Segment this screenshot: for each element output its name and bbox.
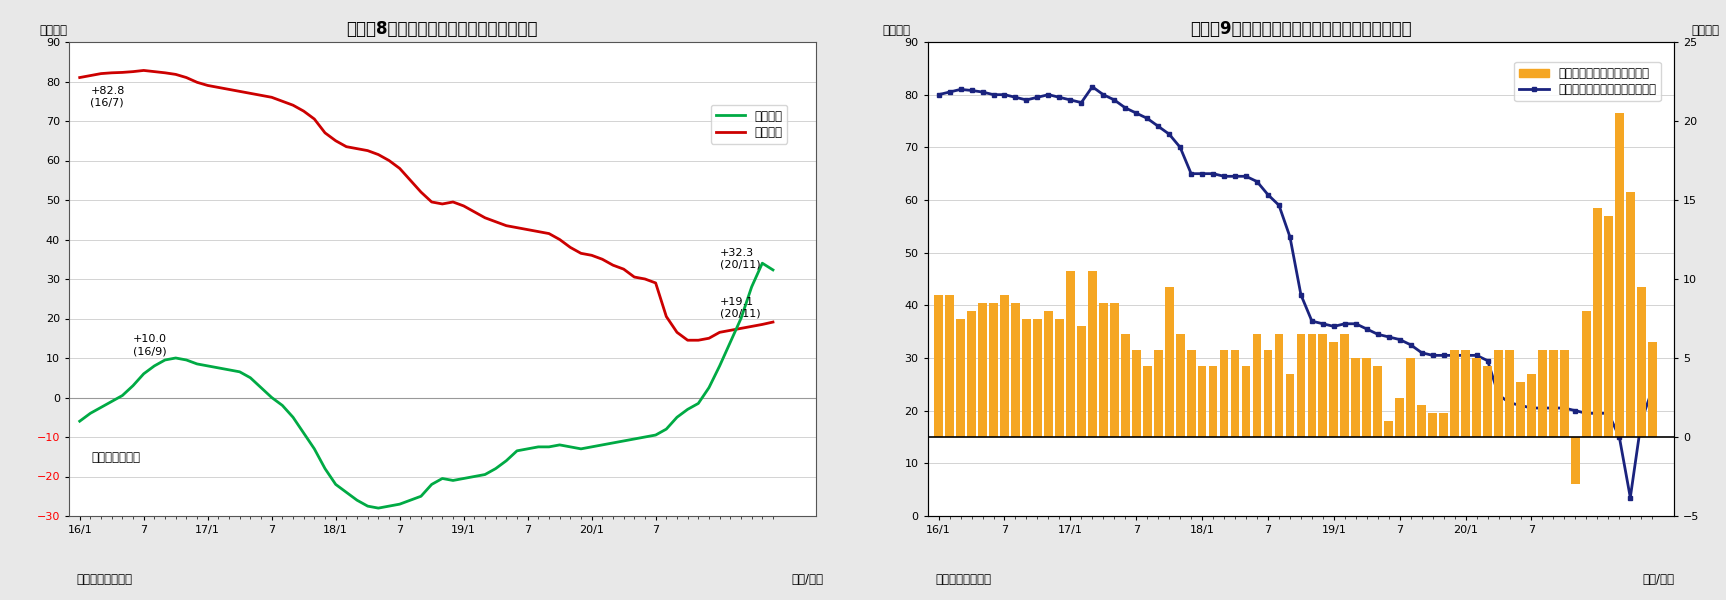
Bar bbox=[1231, 350, 1239, 437]
Bar bbox=[1603, 216, 1612, 437]
Bar bbox=[1067, 271, 1075, 437]
Text: （資料）日本銀行: （資料）日本銀行 bbox=[935, 573, 991, 586]
Bar bbox=[1077, 326, 1086, 437]
Bar bbox=[1253, 334, 1262, 437]
Bar bbox=[1571, 437, 1579, 484]
Title: （図表8）日銀国債保有残高の前年比増減: （図表8）日銀国債保有残高の前年比増減 bbox=[347, 20, 539, 38]
Bar bbox=[979, 303, 987, 437]
Text: +10.0
(16/9): +10.0 (16/9) bbox=[133, 334, 167, 356]
Bar bbox=[1055, 319, 1063, 437]
Text: （年/月）: （年/月） bbox=[791, 573, 823, 586]
Bar bbox=[999, 295, 1010, 437]
Bar bbox=[1198, 366, 1206, 437]
Bar bbox=[1439, 413, 1448, 437]
Bar bbox=[1616, 113, 1624, 437]
Title: （図表9）マネタリーベース残高と前月比の推移: （図表9）マネタリーベース残高と前月比の推移 bbox=[1191, 20, 1412, 38]
Text: （年/月）: （年/月） bbox=[1641, 573, 1674, 586]
Bar bbox=[1472, 358, 1481, 437]
Text: （兆円）: （兆円） bbox=[40, 24, 67, 37]
Bar bbox=[1208, 366, 1217, 437]
Bar bbox=[934, 295, 942, 437]
Text: （資料）日本銀行: （資料）日本銀行 bbox=[76, 573, 133, 586]
Bar bbox=[1011, 303, 1020, 437]
Text: （兆円）: （兆円） bbox=[1691, 24, 1719, 37]
Bar bbox=[1220, 350, 1229, 437]
Bar bbox=[1120, 334, 1129, 437]
Bar bbox=[1241, 366, 1250, 437]
Bar bbox=[1407, 358, 1415, 437]
Bar bbox=[1528, 374, 1536, 437]
Bar bbox=[1384, 421, 1393, 437]
Bar bbox=[967, 311, 975, 437]
Text: +19.1
(20/11): +19.1 (20/11) bbox=[720, 297, 759, 319]
Bar bbox=[1143, 366, 1151, 437]
Bar bbox=[1308, 334, 1317, 437]
Bar bbox=[1286, 374, 1294, 437]
Bar bbox=[1450, 350, 1458, 437]
Bar bbox=[1099, 303, 1108, 437]
Bar bbox=[1153, 350, 1163, 437]
Bar bbox=[1044, 311, 1053, 437]
Bar bbox=[1022, 319, 1030, 437]
Bar bbox=[1319, 334, 1327, 437]
Legend: 季節調整済み前月差（右軸）, マネタリーベース末残の前年差: 季節調整済み前月差（右軸）, マネタリーベース末残の前年差 bbox=[1514, 62, 1660, 101]
Bar bbox=[956, 319, 965, 437]
Bar bbox=[1341, 334, 1350, 437]
Bar bbox=[1648, 342, 1657, 437]
Bar bbox=[1329, 342, 1338, 437]
Bar bbox=[1548, 350, 1559, 437]
Text: （月末ベース）: （月末ベース） bbox=[91, 451, 140, 464]
Bar bbox=[1165, 287, 1174, 437]
Text: （兆円）: （兆円） bbox=[882, 24, 911, 37]
Bar bbox=[1626, 192, 1635, 437]
Bar bbox=[1483, 366, 1491, 437]
Bar bbox=[946, 295, 954, 437]
Bar bbox=[989, 303, 998, 437]
Bar bbox=[1175, 334, 1184, 437]
Bar bbox=[1362, 358, 1370, 437]
Bar bbox=[1187, 350, 1196, 437]
Bar bbox=[1495, 350, 1503, 437]
Bar bbox=[1505, 350, 1514, 437]
Bar bbox=[1351, 358, 1360, 437]
Bar bbox=[1593, 208, 1602, 437]
Bar bbox=[1583, 311, 1591, 437]
Text: +32.3
(20/11): +32.3 (20/11) bbox=[720, 248, 759, 269]
Bar bbox=[1034, 319, 1043, 437]
Bar bbox=[1515, 382, 1524, 437]
Bar bbox=[1395, 397, 1405, 437]
Bar bbox=[1560, 350, 1569, 437]
Bar bbox=[1429, 413, 1438, 437]
Bar bbox=[1274, 334, 1284, 437]
Bar bbox=[1132, 350, 1141, 437]
Text: +82.8
(16/7): +82.8 (16/7) bbox=[90, 86, 124, 107]
Bar bbox=[1462, 350, 1471, 437]
Bar bbox=[1087, 271, 1096, 437]
Bar bbox=[1263, 350, 1272, 437]
Legend: 短期国債, 長期国債: 短期国債, 長期国債 bbox=[711, 105, 787, 144]
Bar bbox=[1374, 366, 1383, 437]
Bar bbox=[1417, 406, 1426, 437]
Bar bbox=[1636, 287, 1645, 437]
Bar bbox=[1296, 334, 1305, 437]
Bar bbox=[1110, 303, 1118, 437]
Bar bbox=[1538, 350, 1546, 437]
